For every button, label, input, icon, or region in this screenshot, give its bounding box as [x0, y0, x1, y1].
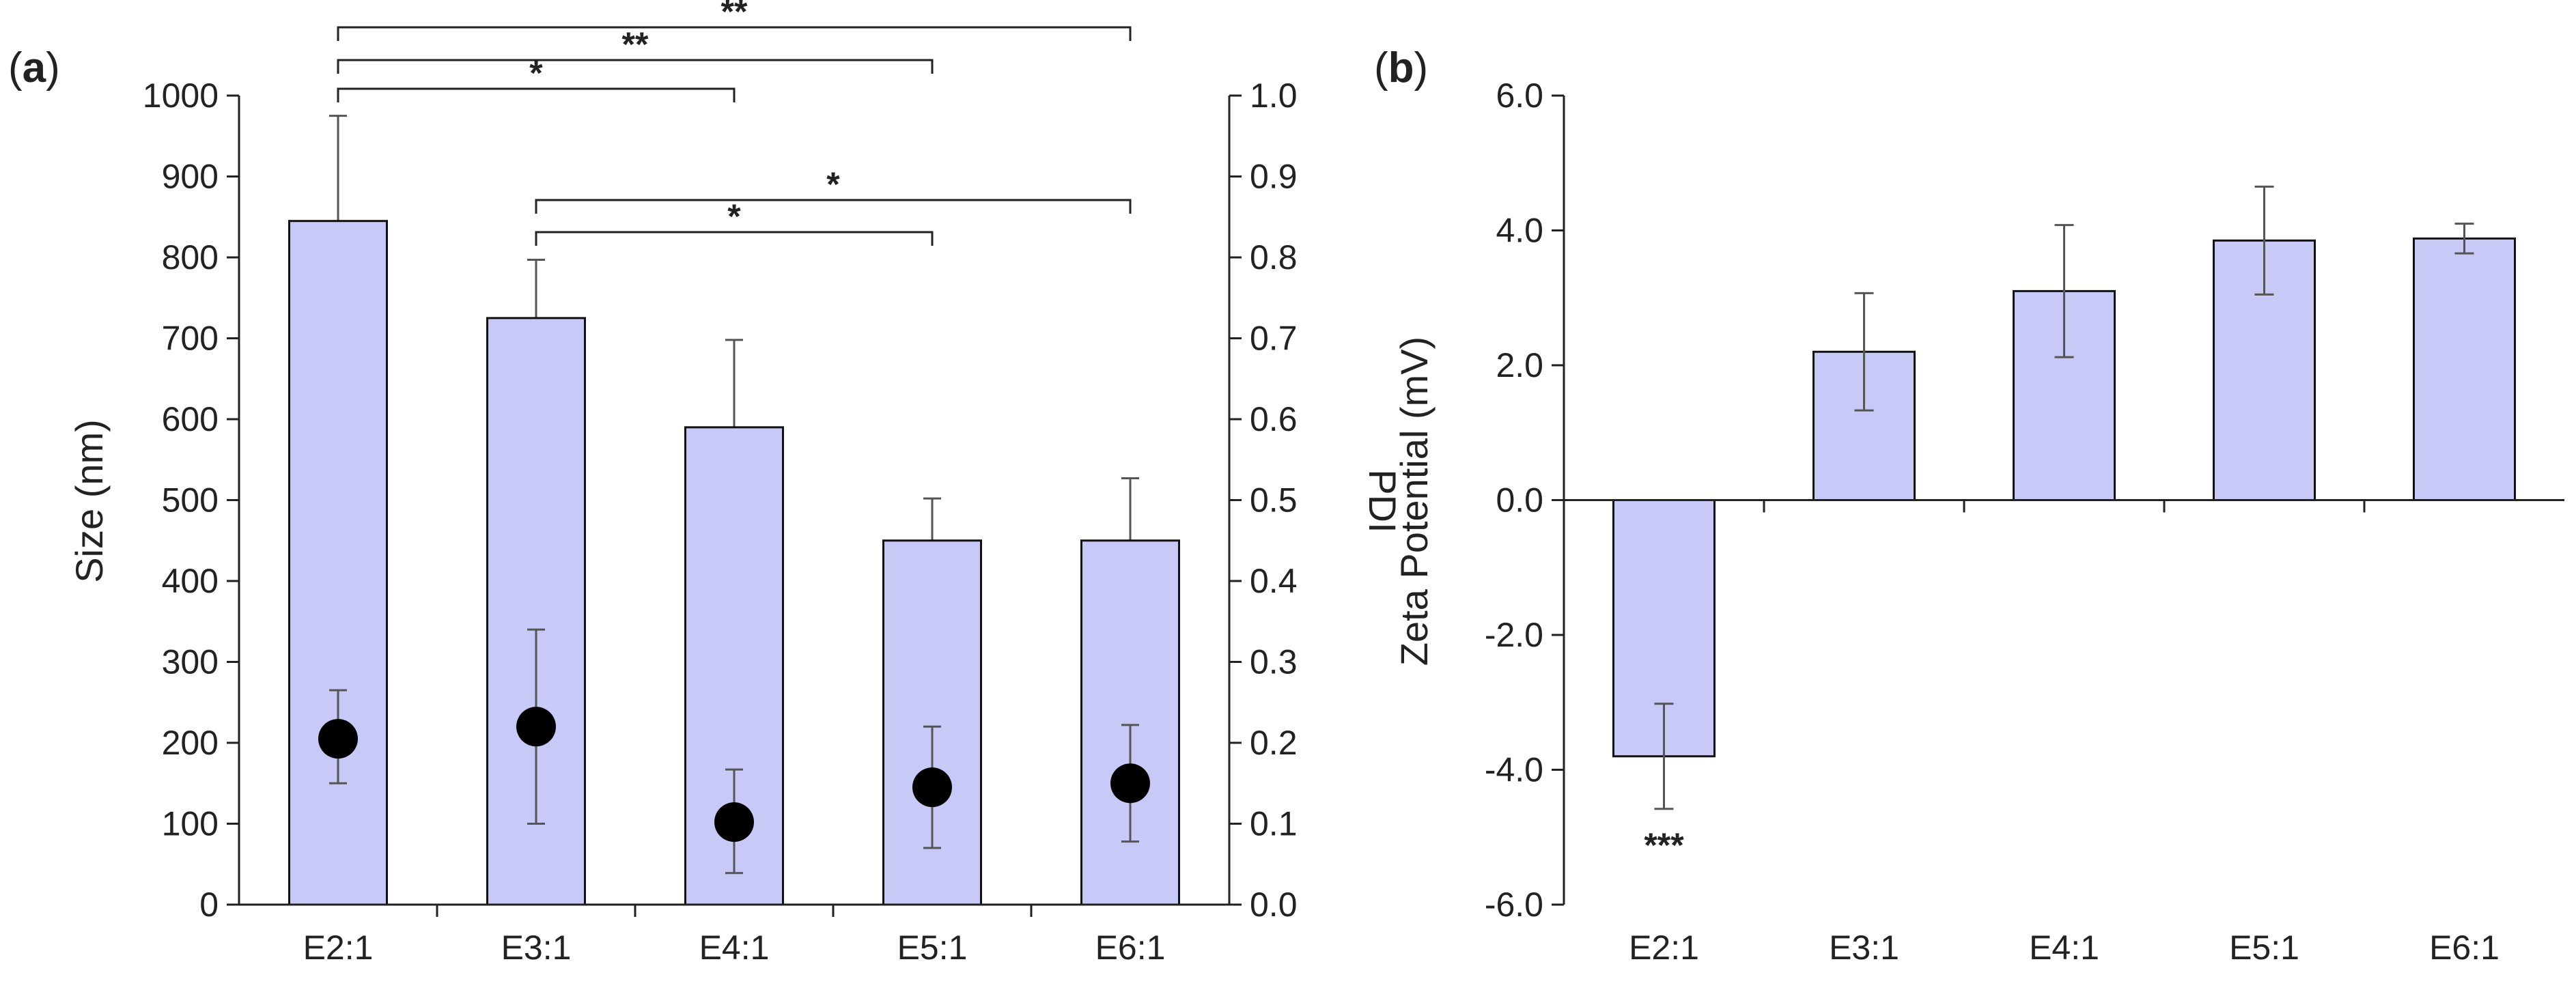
- significance-bracket: [337, 26, 1132, 41]
- size-tick-label: 400: [162, 562, 219, 600]
- pdi-tick-label: 0.5: [1250, 481, 1298, 520]
- pdi-axis-title: PDI: [1361, 469, 1404, 533]
- size-tick-label: 200: [162, 724, 219, 762]
- pdi-marker: [516, 707, 556, 747]
- panel-b: (b) Zeta Potential (mV) -6.0 -4.0 -2.0 0.0 2…: [1374, 44, 2564, 967]
- pdi-tick-label: 0.8: [1250, 238, 1298, 277]
- zeta-tick-label: 4.0: [1496, 212, 1543, 250]
- category-label: E6:1: [1095, 929, 1166, 967]
- size-bar: [882, 539, 982, 906]
- size-bar: [288, 220, 388, 906]
- category-label: E2:1: [1629, 929, 1699, 967]
- category-label: E4:1: [699, 929, 770, 967]
- pdi-axis-ticks: 0.0 0.1 0.2 0.3 0.4 0.5 0.6 0.7 0.8 0.9 1.0: [1229, 76, 1298, 924]
- size-tick-label: 1000: [143, 76, 219, 115]
- significance-bracket: [535, 231, 934, 246]
- pdi-tick-label: 0.7: [1250, 320, 1298, 358]
- pdi-marker: [714, 802, 754, 842]
- zeta-annotations: ***: [1644, 826, 1684, 864]
- size-tick-label: 900: [162, 158, 219, 196]
- pdi-tick-label: 0.9: [1250, 158, 1298, 196]
- category-label: E3:1: [1829, 929, 1899, 967]
- category-label: E4:1: [2029, 929, 2099, 967]
- panel-b-axes: [1563, 96, 2564, 905]
- category-label: E5:1: [897, 929, 968, 967]
- panel-a: (a) Size (nm) PDI 0 100 200 300 400 500 600 700…: [8, 0, 1404, 967]
- category-label: E5:1: [2229, 929, 2299, 967]
- significance-bracket: [337, 59, 934, 74]
- size-tick-label: 800: [162, 238, 219, 277]
- size-tick-label: 500: [162, 481, 219, 520]
- pdi-tick-label: 0.6: [1250, 400, 1298, 438]
- category-label: E6:1: [2429, 929, 2500, 967]
- panel-a-axes: [238, 96, 1231, 917]
- zeta-tick-label: 0.0: [1496, 481, 1543, 520]
- pdi-tick-label: 0.1: [1250, 805, 1298, 843]
- panel-a-label: (a): [8, 44, 60, 91]
- panel-b-label: (b): [1374, 44, 1428, 91]
- pdi-tick-label: 0.2: [1250, 724, 1298, 762]
- category-label: E3:1: [501, 929, 572, 967]
- zeta-tick-label: 2.0: [1496, 346, 1543, 384]
- significance-label: ***: [1644, 826, 1684, 864]
- pdi-marker: [1110, 763, 1150, 804]
- size-tick-label: 600: [162, 400, 219, 438]
- size-axis-title: Size (nm): [68, 419, 111, 583]
- zeta-axis-title: Zeta Potential (mV): [1392, 337, 1436, 666]
- pdi-marker: [318, 719, 358, 759]
- significance-label: **: [622, 25, 649, 63]
- zeta-bar: [2413, 237, 2516, 501]
- pdi-marker: [912, 767, 952, 808]
- size-axis-ticks: 0 100 200 300 400 500 600 700 800 900 1000: [143, 76, 239, 924]
- significance-bracket: [535, 199, 1132, 214]
- significance-label: *: [727, 197, 741, 236]
- significance-label: *: [529, 54, 543, 92]
- zeta-tick-label: 6.0: [1496, 76, 1543, 115]
- pdi-tick-label: 0.0: [1250, 885, 1298, 924]
- pdi-tick-label: 0.3: [1250, 643, 1298, 681]
- size-tick-label: 100: [162, 805, 219, 843]
- size-tick-label: 700: [162, 320, 219, 358]
- significance-label: **: [721, 0, 748, 31]
- size-bars: [288, 115, 1180, 906]
- zeta-tick-label: -6.0: [1485, 885, 1543, 924]
- significance-brackets: *******: [337, 0, 1132, 246]
- pdi-tick-label: 1.0: [1250, 76, 1298, 115]
- size-tick-label: 0: [199, 885, 219, 924]
- significance-label: *: [826, 165, 840, 203]
- panel-b-category-labels: E2:1 E3:1 E4:1 E5:1 E6:1: [1629, 929, 2500, 967]
- panel-a-category-labels: E2:1 E3:1 E4:1 E5:1 E6:1: [303, 929, 1166, 967]
- pdi-tick-label: 0.4: [1250, 562, 1298, 600]
- zeta-bars: [1612, 185, 2516, 810]
- size-bar: [1080, 539, 1180, 906]
- pdi-markers: [318, 628, 1150, 875]
- zeta-tick-label: -4.0: [1485, 751, 1543, 789]
- size-tick-label: 300: [162, 643, 219, 681]
- category-label: E2:1: [303, 929, 374, 967]
- significance-bracket: [337, 87, 736, 102]
- zeta-tick-label: -2.0: [1485, 616, 1543, 654]
- zeta-axis-ticks: -6.0 -4.0 -2.0 0.0 2.0 4.0 6.0: [1485, 76, 1564, 924]
